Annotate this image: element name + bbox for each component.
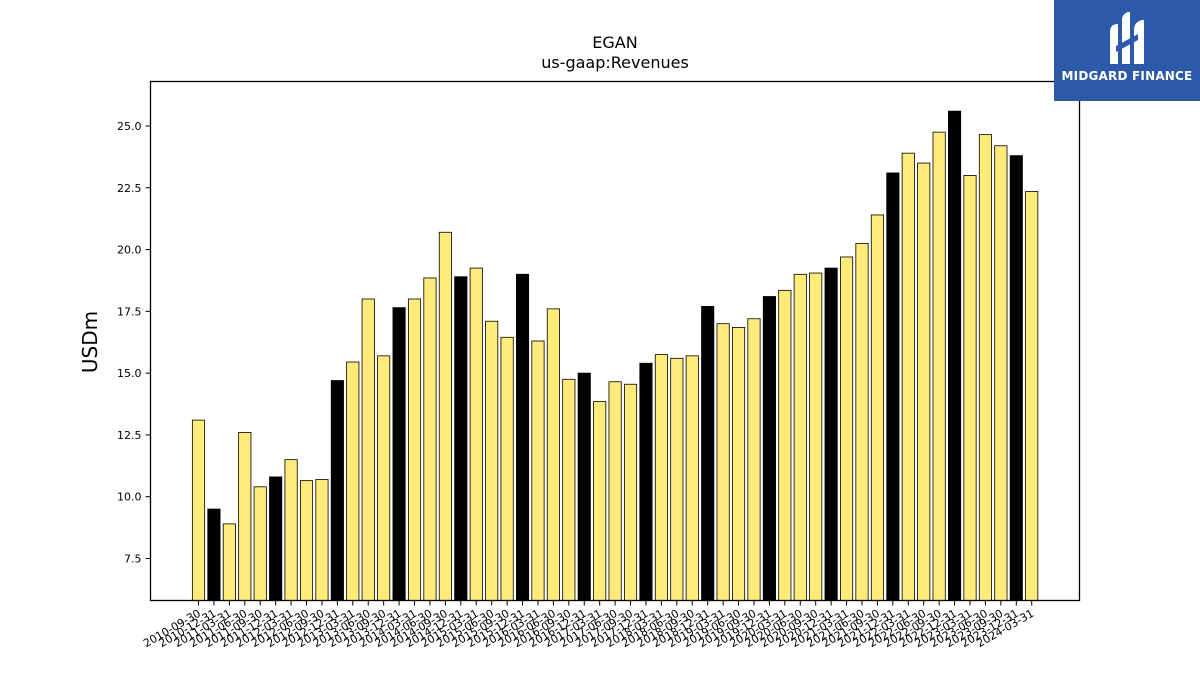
bar [778,289,792,601]
bar [948,110,962,601]
bar [207,508,221,601]
bar [654,354,668,601]
bar [315,478,329,601]
bar [732,327,746,601]
bar [546,308,560,601]
bar [361,298,375,601]
bar [222,523,236,601]
bar [716,323,730,601]
y-tick-label: 12.5 [117,429,142,442]
bar [346,361,360,601]
bar [901,152,915,601]
bar [809,272,823,601]
x-axis-ticks: 2010-09-302010-12-312011-03-312011-06-30… [141,600,1036,650]
bar [1009,155,1023,601]
midgard-finance-logo: MIDGARD FINANCE [1054,0,1200,101]
bar [685,355,699,601]
bars-group [191,110,1039,601]
bar [1025,191,1039,601]
bar [284,459,298,601]
y-tick-label: 7.5 [124,552,142,565]
chart-title: EGAN [592,33,637,52]
bar [269,476,283,601]
bar [500,336,514,601]
bar [238,432,252,601]
bar [747,318,761,601]
bar [299,480,314,601]
bar [994,145,1008,601]
bar [454,276,468,601]
y-tick-label: 15.0 [117,367,142,380]
bar [392,307,406,601]
logo-text: MIDGARD FINANCE [1061,69,1193,83]
bar [423,277,437,601]
bar [377,355,391,601]
bar [531,340,545,601]
bar [330,380,344,601]
bar [191,419,206,601]
y-tick-label: 25.0 [117,120,142,133]
bar [670,357,684,601]
bar [701,305,715,601]
y-tick-label: 17.5 [117,305,142,318]
y-axis-label: USDm [78,311,102,373]
bar [762,296,776,601]
bar [886,172,900,601]
bar [840,256,854,601]
bar [917,162,931,601]
bar [562,378,576,601]
bar [593,401,607,601]
y-axis-ticks: 7.5 10.0 12.5 15.0 17.5 20.0 22.5 25.0 [117,120,151,565]
bar [485,320,499,601]
midgard-logo-mark-icon [1110,12,1144,64]
bar [608,381,622,601]
bar [870,214,884,601]
bar [932,131,946,601]
bar [855,242,869,601]
plot-frame [149,80,1081,602]
bar [623,383,638,601]
bar [824,267,838,601]
bar [515,273,530,601]
chart-subtitle: us-gaap:Revenues [541,53,689,72]
bar [407,298,422,601]
bar [793,273,807,601]
bar [577,372,591,601]
bar [469,267,483,601]
y-tick-label: 10.0 [117,491,142,504]
bar [438,231,452,601]
bar [978,134,992,601]
y-tick-label: 22.5 [117,182,142,195]
bar [639,362,653,601]
bar [963,175,977,601]
bar [253,486,267,601]
y-tick-label: 20.0 [117,244,142,257]
